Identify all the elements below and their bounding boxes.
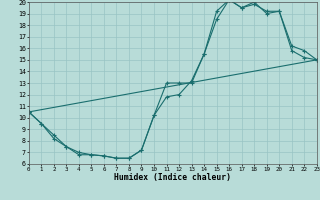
X-axis label: Humidex (Indice chaleur): Humidex (Indice chaleur) xyxy=(114,173,231,182)
